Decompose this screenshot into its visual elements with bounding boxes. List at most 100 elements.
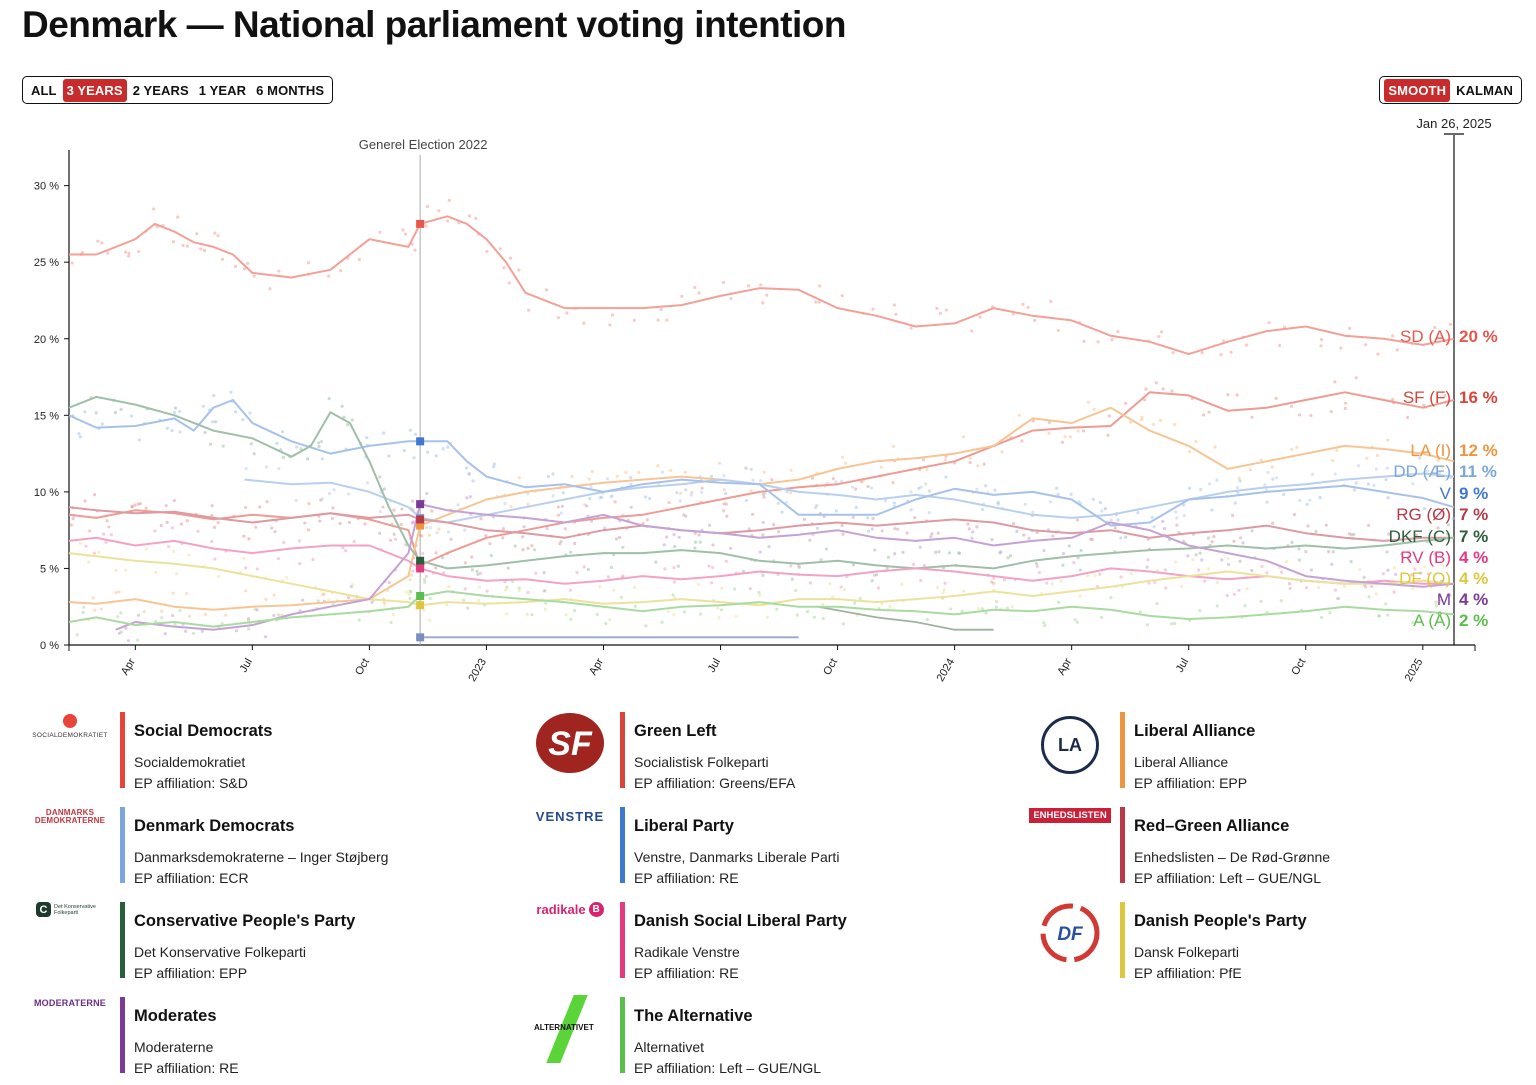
poll-dot: [900, 582, 904, 586]
poll-dot: [1319, 344, 1323, 348]
poll-dot: [996, 500, 1000, 504]
poll-dot: [1407, 554, 1411, 558]
kalman-button[interactable]: KALMAN: [1456, 82, 1513, 98]
poll-dot: [233, 264, 238, 268]
party-local-name: Alternativet: [634, 1039, 705, 1055]
poll-dot: [917, 486, 921, 491]
poll-dot: [199, 247, 203, 251]
poll-dot: [114, 568, 118, 573]
poll-dot: [378, 509, 382, 514]
polling-chart[interactable]: 0 % 5 % 10 % 15 % 20 % 25 % 30 % Apr Jul Oct 2023 A…: [0, 110, 1536, 700]
poll-dot: [299, 447, 303, 451]
poll-dot: [1059, 579, 1063, 583]
range-2-years-button[interactable]: 2 YEARS: [132, 82, 189, 98]
party-logo: MODERATERNE: [30, 995, 110, 1065]
poll-dot: [758, 550, 762, 554]
poll-dot: [1265, 500, 1269, 504]
poll-dot: [400, 507, 404, 511]
poll-dot: [517, 589, 521, 593]
poll-dot: [671, 593, 675, 597]
poll-dot: [133, 503, 137, 507]
poll-dot: [526, 502, 530, 506]
poll-dot: [1386, 613, 1390, 617]
poll-dot: [747, 527, 751, 531]
poll-dot: [1225, 594, 1229, 598]
poll-dot: [1264, 488, 1269, 492]
series-line-v: [68, 399, 1455, 527]
poll-dot: [780, 510, 784, 514]
poll-dot: [944, 308, 948, 312]
poll-dot: [654, 560, 658, 564]
party-logo: DF: [1030, 900, 1110, 970]
poll-dot: [1392, 566, 1397, 570]
poll-dot: [307, 501, 311, 506]
poll-dot: [1140, 417, 1144, 422]
poll-dot: [1107, 414, 1111, 418]
poll-dot: [1297, 547, 1301, 551]
poll-dot: [306, 528, 311, 532]
poll-dot: [159, 523, 163, 528]
poll-dot: [797, 564, 801, 568]
poll-dot: [301, 598, 305, 602]
range-6-months-button[interactable]: 6 MONTHS: [256, 82, 325, 98]
poll-dot: [1221, 339, 1226, 343]
poll-dot: [1342, 584, 1346, 589]
poll-dot: [466, 606, 470, 610]
poll-dot: [978, 315, 982, 319]
smooth-button[interactable]: SMOOTH: [1384, 78, 1451, 102]
poll-dot: [468, 495, 472, 499]
poll-dot: [821, 616, 825, 621]
poll-dot: [1116, 518, 1120, 522]
range-3-years-button[interactable]: 3 YEARS: [62, 78, 127, 102]
poll-dot: [165, 520, 169, 524]
poll-dot: [776, 501, 780, 505]
poll-dot: [244, 466, 248, 471]
poll-dot: [565, 311, 569, 315]
poll-dot: [1386, 568, 1390, 572]
party-color-bar: [120, 902, 125, 978]
poll-dot: [1422, 403, 1426, 407]
poll-dot: [570, 475, 574, 479]
poll-dot: [137, 250, 141, 254]
party-entry: MODERATERNE Moderates Moderaterne EP aff…: [30, 995, 510, 1076]
poll-dot: [171, 240, 176, 244]
poll-dot: [909, 326, 913, 330]
poll-dot: [812, 615, 816, 619]
poll-dot: [526, 546, 530, 551]
poll-dot: [1245, 343, 1249, 347]
poll-dot: [294, 498, 298, 502]
range-all-button[interactable]: ALL: [31, 82, 57, 98]
poll-dot: [462, 598, 466, 602]
party-name: Denmark Democrats: [134, 817, 295, 835]
poll-dot: [1061, 551, 1066, 556]
poll-dot: [124, 626, 128, 630]
poll-dot: [378, 230, 382, 234]
range-1-year-button[interactable]: 1 YEAR: [198, 82, 247, 98]
poll-dot: [1274, 476, 1278, 480]
party-color-bar: [1120, 902, 1125, 978]
poll-dot: [393, 537, 398, 541]
poll-dot: [724, 559, 728, 563]
poll-dot: [422, 577, 427, 582]
poll-dot: [1267, 321, 1271, 325]
poll-dot: [69, 523, 73, 527]
poll-dot: [1136, 511, 1140, 515]
poll-dot: [92, 551, 96, 555]
y-tick-label: 0 %: [40, 640, 59, 652]
poll-dot: [1060, 440, 1065, 444]
poll-dot: [659, 307, 663, 312]
poll-dot: [761, 573, 765, 577]
poll-dot: [221, 444, 225, 448]
poll-dot: [1068, 435, 1073, 439]
poll-dot: [892, 303, 897, 307]
poll-dot: [1146, 558, 1150, 562]
poll-dot: [725, 514, 729, 518]
poll-dot: [1411, 586, 1415, 590]
party-ep-affiliation: EP affiliation: RE: [634, 965, 739, 981]
poll-dot: [1333, 472, 1337, 476]
poll-dot: [1366, 482, 1371, 486]
poll-dot: [975, 487, 979, 491]
poll-dot: [1049, 299, 1053, 304]
poll-dot: [187, 614, 192, 618]
poll-dot: [1188, 486, 1192, 490]
